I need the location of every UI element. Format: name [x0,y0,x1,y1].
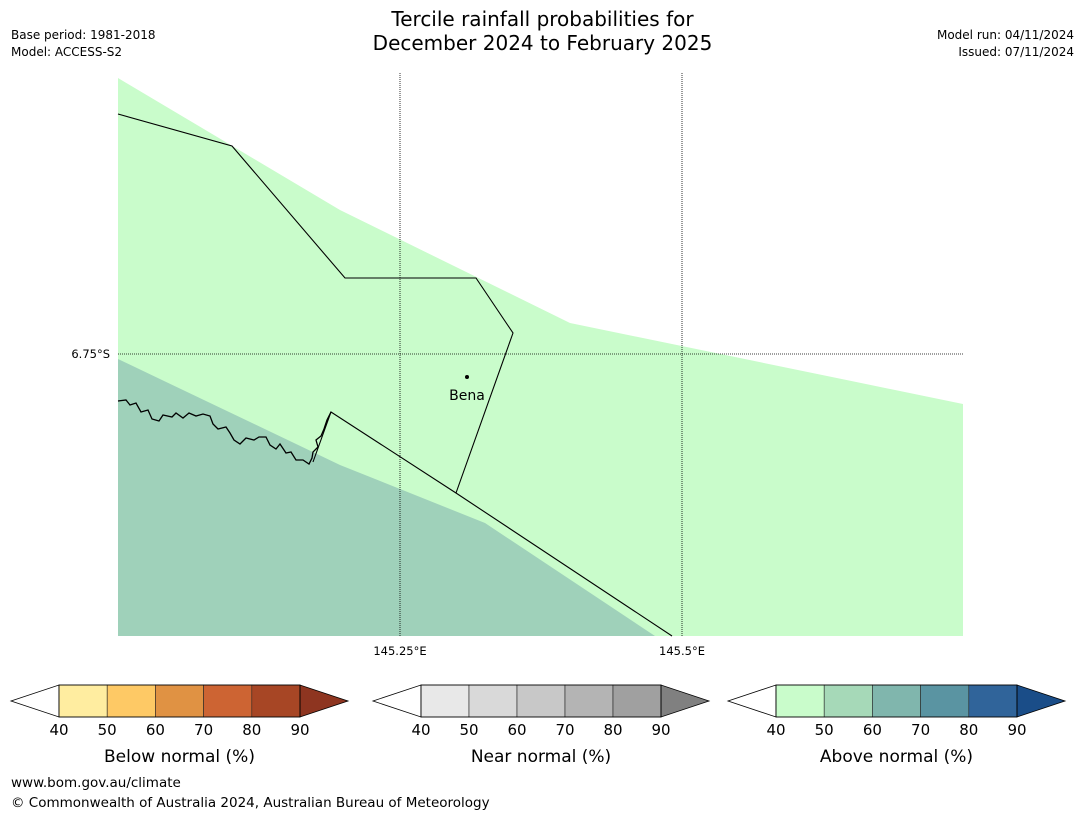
colorbar-tick-label: 50 [459,721,478,739]
colorbar-frame [775,684,1018,718]
legend-above-normal: 40 50 60 70 80 90 Above normal (%) [726,684,1067,767]
model-info: Base period: 1981-2018 Model: ACCESS-S2 [11,27,156,61]
title-line-2: December 2024 to February 2025 [372,31,713,55]
colorbar-segment [920,684,970,718]
town-label-bena: Bena [449,388,485,404]
colorbar-segment [516,684,566,718]
colorbar-under-arrow [726,684,777,718]
colorbar-over-arrow [1016,684,1067,718]
colorbar-over-arrow [660,684,711,718]
legend-near-normal: 40 50 60 70 80 90 Near normal (%) [371,684,711,767]
colorbar-segment [823,684,873,718]
colorbar-tick-label: 50 [815,721,834,739]
map-title: Tercile rainfall probabilities for Decem… [0,7,1085,55]
coastline [117,399,332,465]
colorbar-tick-label: 90 [1007,721,1026,739]
colorbar-tick-label: 60 [507,721,526,739]
lon-label-145-25: 145.25°E [373,644,426,658]
title-line-1: Tercile rainfall probabilities for [391,7,694,31]
colorbar-tick-label: 70 [911,721,930,739]
colorbar-tick-label: 80 [242,721,261,739]
model-run-date: Model run: 04/11/2024 [936,28,1074,42]
colorbar-tick-label: 40 [411,721,430,739]
colorbar-segment [58,684,108,718]
colorbar-label: Above normal (%) [820,747,973,767]
colorbar-tick-label: 80 [959,721,978,739]
town-marker-bena [465,375,469,379]
colorbar-segment [106,684,156,718]
colorbar-segment [564,684,614,718]
colorbar-tick-label: 70 [194,721,213,739]
colorbar-tick-label: 50 [98,721,117,739]
footer-copyright: © Commonwealth of Australia 2024, Austra… [11,795,490,811]
run-info: Model run: 04/11/2024 Issued: 07/11/2024 [937,27,1074,61]
colorbar-tick-label: 80 [603,721,622,739]
above-normal-50-60-region [118,359,655,636]
colorbar-segment [203,684,253,718]
legend-below-normal: 40 50 60 70 80 90 Below normal (%) [9,684,350,767]
legend-area: 40 50 60 70 80 90 Below normal (%) 40 50 60 70 80 9… [9,684,1067,767]
colorbar-segment [872,684,921,718]
colorbar-segment [612,684,662,718]
colorbar-segment [155,684,204,718]
colorbar-tick-label: 90 [651,721,670,739]
lon-label-145-5: 145.5°E [659,644,705,658]
colorbar-under-arrow [371,684,422,718]
colorbar-tick-label: 70 [555,721,574,739]
colorbar-tick-label: 60 [863,721,882,739]
base-period: Base period: 1981-2018 [11,28,156,42]
district-boundary-south [312,411,673,637]
colorbar-segment [775,684,825,718]
lat-label: 6.75°S [71,347,110,361]
district-boundary [117,113,514,494]
issued-date: Issued: 07/11/2024 [958,45,1074,59]
colorbar-tick-label: 60 [146,721,165,739]
colorbar-frame [58,684,301,718]
colorbar-segment [468,684,518,718]
colorbar-tick-label: 40 [49,721,68,739]
forecast-map: 6.75°S 145.25°E 145.5°E Bena [71,73,963,658]
colorbar-label: Below normal (%) [104,747,255,767]
footer-url: www.bom.gov.au/climate [11,775,181,791]
colorbar-segment [420,684,470,718]
colorbar-over-arrow [299,684,350,718]
colorbar-segment [251,684,301,718]
colorbar-segment [968,684,1018,718]
colorbar-label: Near normal (%) [471,747,611,767]
model-name: Model: ACCESS-S2 [11,45,123,59]
colorbar-under-arrow [9,684,60,718]
colorbar-frame [420,684,662,718]
colorbar-tick-label: 90 [290,721,309,739]
colorbar-tick-label: 40 [766,721,785,739]
